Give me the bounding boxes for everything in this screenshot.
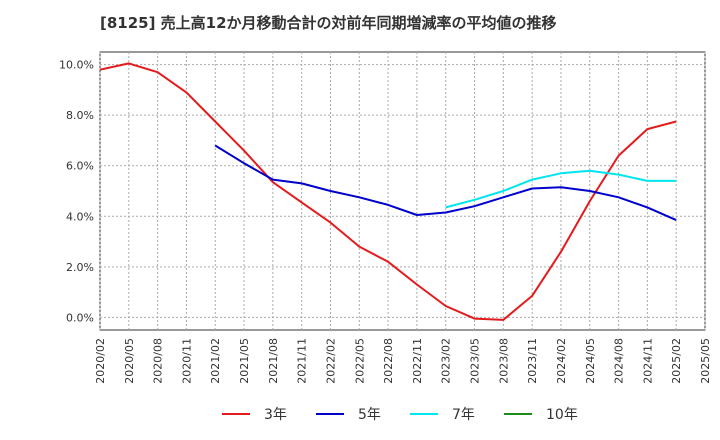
x-tick-label: 2023/05 <box>469 338 482 384</box>
y-axis: 0.0% 2.0% 4.0% 6.0% 8.0% 10.0% <box>59 59 94 325</box>
y-tick-label: 0.0% <box>66 311 94 324</box>
series-lines <box>99 62 677 321</box>
legend-label: 3年 <box>264 407 287 423</box>
legend-label: 5年 <box>358 407 381 423</box>
y-tick-label: 10.0% <box>59 59 94 72</box>
x-tick-label: 2023/02 <box>440 338 453 384</box>
legend-label: 7年 <box>452 407 475 423</box>
x-tick-label: 2021/11 <box>296 338 309 384</box>
x-tick-label: 2021/02 <box>209 338 222 384</box>
x-tick-label: 2024/05 <box>584 338 597 384</box>
x-tick-label: 2020/08 <box>152 338 165 384</box>
y-tick-label: 6.0% <box>66 160 94 173</box>
x-tick-label: 2024/11 <box>641 338 654 384</box>
x-tick-label: 2020/02 <box>94 338 107 384</box>
x-tick-label: 2021/05 <box>238 338 251 384</box>
x-tick-label: 2025/05 <box>699 338 712 384</box>
x-tick-label: 2020/11 <box>180 338 193 384</box>
x-tick-label: 2022/08 <box>382 338 395 384</box>
y-tick-label: 4.0% <box>66 210 94 223</box>
x-tick-label: 2020/05 <box>123 338 136 384</box>
grid-lines <box>99 52 706 330</box>
legend-label: 10年 <box>546 407 578 423</box>
y-tick-label: 8.0% <box>66 109 94 122</box>
x-tick-label: 2024/02 <box>555 338 568 384</box>
x-tick-label: 2021/08 <box>267 338 280 384</box>
series-line-3年 <box>99 62 677 321</box>
chart-title: [8125] 売上高12か月移動合計の対前年同期増減率の平均値の推移 <box>100 14 557 32</box>
x-axis: 2020/02 2020/05 2020/08 2020/11 2021/02 2021/… <box>94 338 712 384</box>
x-tick-label: 2022/02 <box>324 338 337 384</box>
x-tick-label: 2025/02 <box>670 338 683 384</box>
x-tick-label: 2024/08 <box>613 338 626 384</box>
series-line-7年 <box>445 169 677 209</box>
y-tick-label: 2.0% <box>66 261 94 274</box>
x-tick-label: 2022/11 <box>411 338 424 384</box>
x-tick-label: 2022/05 <box>353 338 366 384</box>
x-tick-label: 2023/11 <box>526 338 539 384</box>
plot-area <box>99 51 706 331</box>
series-line-5年 <box>214 144 677 222</box>
legend: 3年 5年 7年 10年 <box>222 407 578 423</box>
x-tick-label: 2023/08 <box>497 338 510 384</box>
